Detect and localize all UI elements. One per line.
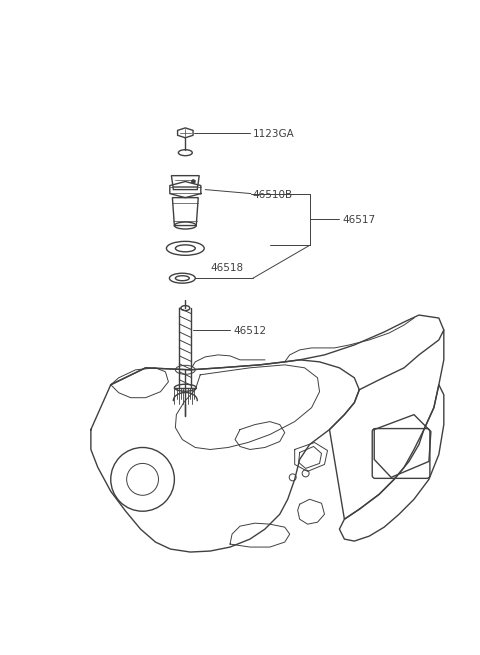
- Text: 1123GA: 1123GA: [253, 129, 295, 139]
- Circle shape: [192, 179, 195, 183]
- Text: 46518: 46518: [210, 263, 243, 273]
- Text: 46512: 46512: [233, 326, 266, 336]
- Text: 46517: 46517: [342, 215, 375, 225]
- Text: 46510B: 46510B: [253, 189, 293, 200]
